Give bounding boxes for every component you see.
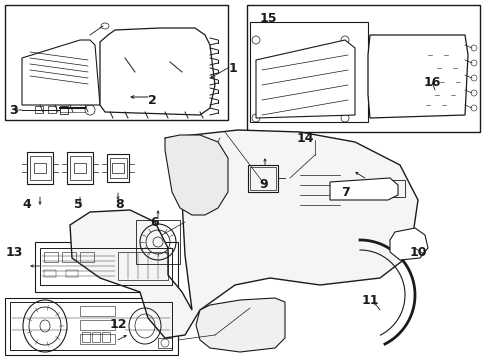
Text: 16: 16: [423, 76, 440, 89]
Bar: [247, 165, 278, 192]
Bar: [377, 42, 461, 108]
Text: 6: 6: [150, 216, 159, 229]
Text: 9: 9: [259, 179, 268, 192]
Bar: [80, 252, 94, 262]
Bar: [10, 302, 172, 350]
Bar: [44, 252, 58, 262]
Bar: [249, 167, 275, 190]
Bar: [27, 152, 53, 184]
Text: 4: 4: [22, 198, 31, 211]
Text: 10: 10: [408, 246, 426, 258]
Bar: [74, 163, 86, 173]
Bar: [107, 154, 129, 182]
Bar: [118, 252, 168, 280]
Polygon shape: [196, 298, 285, 352]
Text: 5: 5: [74, 198, 82, 211]
Bar: [34, 163, 46, 173]
Bar: [35, 242, 178, 292]
Text: 7: 7: [340, 185, 348, 198]
Bar: [246, 5, 479, 132]
Polygon shape: [70, 130, 417, 338]
Text: 8: 8: [116, 198, 124, 211]
Bar: [102, 332, 110, 342]
Bar: [62, 252, 76, 262]
Bar: [92, 332, 100, 342]
Text: 12: 12: [109, 319, 126, 332]
Bar: [70, 156, 91, 180]
Bar: [80, 306, 115, 316]
Bar: [5, 5, 227, 120]
Bar: [80, 334, 115, 344]
Polygon shape: [22, 40, 100, 105]
Polygon shape: [389, 228, 427, 260]
Bar: [80, 320, 115, 330]
Text: 15: 15: [259, 12, 276, 24]
Bar: [67, 152, 93, 184]
Bar: [44, 270, 56, 277]
Bar: [48, 106, 56, 113]
Bar: [136, 220, 180, 264]
Text: 1: 1: [228, 62, 237, 75]
Bar: [110, 158, 127, 178]
Bar: [82, 332, 90, 342]
Text: 13: 13: [5, 246, 22, 258]
Bar: [158, 338, 172, 348]
Bar: [60, 106, 68, 114]
Bar: [66, 270, 78, 277]
Bar: [389, 180, 404, 197]
Polygon shape: [256, 40, 354, 118]
Text: 3: 3: [10, 104, 18, 117]
Polygon shape: [367, 35, 467, 118]
Text: 2: 2: [147, 94, 156, 107]
Bar: [5, 298, 178, 355]
Polygon shape: [100, 28, 215, 115]
Text: 11: 11: [361, 293, 378, 306]
Bar: [215, 312, 278, 342]
Bar: [40, 248, 172, 285]
Polygon shape: [329, 178, 397, 200]
Bar: [35, 106, 43, 113]
Polygon shape: [164, 135, 227, 215]
Bar: [112, 163, 124, 173]
Bar: [249, 22, 367, 122]
Bar: [30, 156, 51, 180]
Text: 14: 14: [296, 131, 313, 144]
